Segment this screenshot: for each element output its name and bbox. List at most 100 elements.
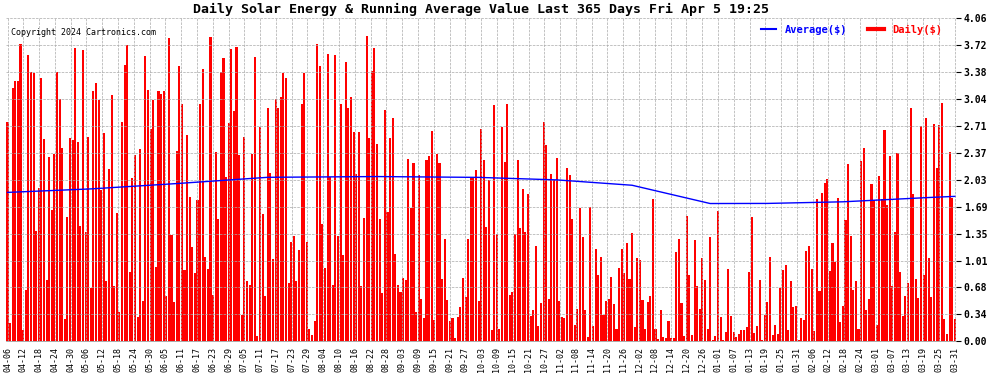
Bar	[829, 271, 831, 341]
Bar	[324, 268, 326, 341]
Bar	[386, 212, 388, 341]
Bar	[191, 247, 193, 341]
Bar	[777, 333, 779, 341]
Bar	[907, 282, 909, 341]
Bar	[456, 317, 458, 341]
Bar	[274, 99, 276, 341]
Bar	[626, 243, 628, 341]
Bar	[837, 198, 839, 341]
Bar	[876, 325, 878, 341]
Bar	[920, 126, 922, 341]
Bar	[605, 300, 607, 341]
Bar	[923, 275, 925, 341]
Bar	[881, 199, 883, 341]
Bar	[105, 280, 108, 341]
Bar	[769, 257, 771, 341]
Bar	[464, 297, 466, 341]
Bar	[889, 156, 891, 341]
Bar	[683, 336, 685, 341]
Bar	[891, 286, 893, 341]
Bar	[261, 214, 263, 341]
Bar	[483, 160, 485, 341]
Bar	[418, 175, 420, 341]
Bar	[873, 200, 875, 341]
Bar	[454, 338, 456, 341]
Bar	[311, 335, 313, 341]
Bar	[659, 310, 661, 341]
Bar	[899, 272, 901, 341]
Bar	[202, 69, 204, 341]
Bar	[212, 295, 214, 341]
Bar	[61, 148, 63, 341]
Bar	[332, 285, 334, 341]
Bar	[322, 224, 324, 341]
Bar	[600, 257, 602, 341]
Bar	[894, 232, 896, 341]
Bar	[584, 310, 586, 341]
Bar	[530, 316, 532, 341]
Bar	[444, 239, 446, 341]
Bar	[581, 237, 584, 341]
Bar	[639, 260, 641, 341]
Bar	[285, 78, 287, 341]
Bar	[808, 246, 810, 341]
Bar	[79, 226, 81, 341]
Bar	[217, 219, 220, 341]
Bar	[142, 301, 144, 341]
Bar	[728, 268, 730, 341]
Bar	[560, 316, 563, 341]
Bar	[33, 73, 35, 341]
Bar	[225, 177, 227, 341]
Bar	[748, 272, 750, 341]
Bar	[758, 280, 760, 341]
Bar	[849, 236, 851, 341]
Bar	[712, 340, 714, 341]
Bar	[860, 161, 862, 341]
Bar	[35, 231, 38, 341]
Bar	[589, 207, 591, 341]
Bar	[236, 48, 238, 341]
Bar	[71, 140, 73, 341]
Bar	[111, 95, 113, 341]
Bar	[244, 136, 246, 341]
Bar	[931, 297, 933, 341]
Bar	[17, 81, 19, 341]
Bar	[272, 259, 274, 341]
Bar	[343, 255, 345, 341]
Bar	[488, 180, 490, 341]
Bar	[308, 329, 311, 341]
Bar	[368, 138, 370, 341]
Bar	[277, 108, 279, 341]
Bar	[204, 256, 206, 341]
Bar	[621, 249, 623, 341]
Bar	[140, 149, 142, 341]
Bar	[319, 66, 321, 341]
Bar	[498, 329, 500, 341]
Bar	[467, 239, 469, 341]
Bar	[82, 50, 84, 341]
Bar	[844, 220, 846, 341]
Bar	[915, 279, 917, 341]
Bar	[680, 303, 682, 341]
Bar	[69, 138, 71, 341]
Bar	[504, 162, 506, 341]
Bar	[811, 268, 813, 341]
Bar	[231, 49, 233, 341]
Bar	[945, 334, 948, 341]
Bar	[847, 164, 849, 341]
Bar	[58, 99, 60, 341]
Bar	[154, 267, 156, 341]
Bar	[774, 325, 776, 341]
Bar	[553, 180, 555, 341]
Bar	[451, 318, 453, 341]
Bar	[175, 152, 178, 341]
Bar	[66, 217, 68, 341]
Bar	[603, 315, 605, 341]
Bar	[337, 236, 339, 341]
Bar	[423, 318, 425, 341]
Bar	[509, 296, 511, 341]
Bar	[761, 340, 763, 341]
Bar	[160, 94, 162, 341]
Bar	[415, 312, 417, 341]
Bar	[210, 37, 212, 341]
